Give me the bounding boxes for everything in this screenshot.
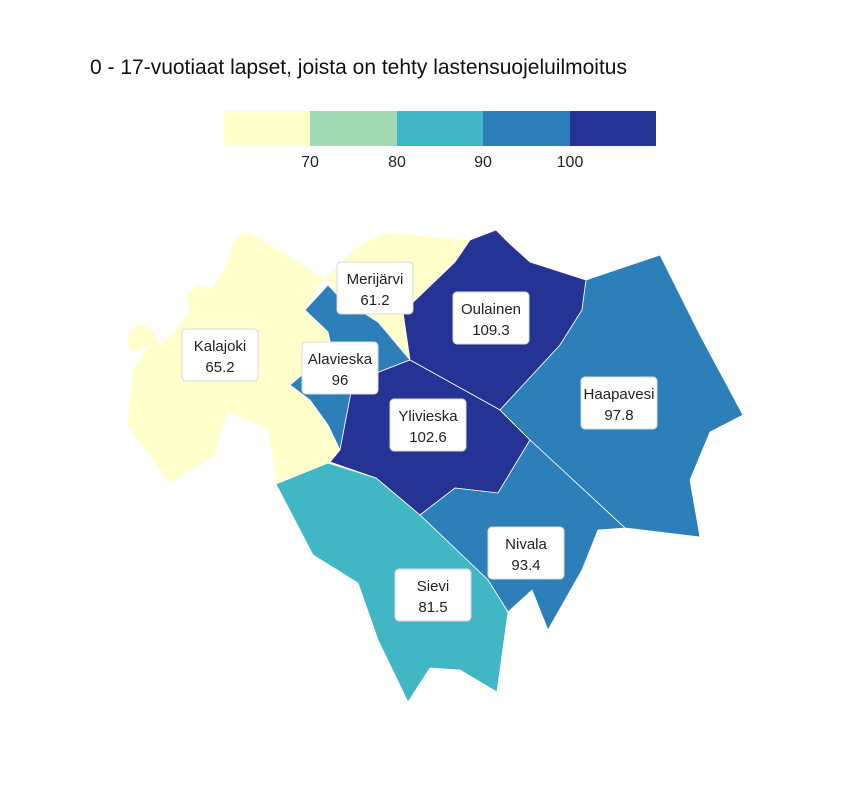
region-label-alavieska: Alavieska 96	[301, 341, 379, 395]
legend-swatch-2	[310, 111, 397, 146]
region-name: Haapavesi	[584, 386, 655, 403]
legend-tick-100: 100	[556, 154, 584, 171]
region-label-nivala: Nivala 93.4	[487, 526, 565, 580]
region-value: 109.3	[472, 322, 510, 339]
region-value: 81.5	[418, 599, 447, 616]
region-name: Alavieska	[308, 351, 373, 368]
legend-swatch-3	[396, 111, 484, 146]
region-label-ylivieska: Ylivieska 102.6	[389, 398, 467, 452]
region-value: 93.4	[511, 557, 540, 574]
region-name: Oulainen	[461, 301, 521, 318]
color-legend	[224, 111, 657, 146]
region-label-box	[487, 526, 565, 580]
region-label-box	[580, 376, 658, 430]
region-value: 61.2	[360, 292, 389, 309]
region-label-box	[181, 328, 259, 382]
region-label-sievi: Sievi 81.5	[394, 568, 472, 622]
legend-swatch-5	[569, 111, 657, 146]
region-value: 102.6	[409, 429, 447, 446]
region-name: Kalajoki	[194, 338, 247, 355]
region-name: Merijärvi	[347, 271, 404, 288]
region-label-box	[336, 261, 414, 315]
map-title: 0 - 17-vuotiaat lapset, joista on tehty …	[90, 56, 627, 79]
region-value: 97.8	[604, 407, 633, 424]
region-value: 96	[332, 372, 349, 389]
region-label-box	[301, 341, 379, 395]
region-label-box	[452, 291, 530, 345]
region-label-kalajoki: Kalajoki 65.2	[181, 328, 259, 382]
region-value: 65.2	[205, 359, 234, 376]
region-name: Nivala	[505, 536, 547, 553]
region-label-box	[389, 398, 467, 452]
legend-tick-70: 70	[301, 154, 319, 171]
legend-ticks: 70 80 90 100	[224, 154, 656, 174]
region-name: Ylivieska	[398, 408, 458, 425]
region-label-oulainen: Oulainen 109.3	[452, 291, 530, 345]
region-label-box	[394, 568, 472, 622]
region-label-merijarvi: Merijärvi 61.2	[336, 261, 414, 315]
legend-swatch-1	[224, 111, 311, 146]
legend-tick-80: 80	[388, 154, 406, 171]
legend-swatch-4	[483, 111, 570, 146]
legend-tick-90: 90	[474, 154, 492, 171]
region-sievi	[275, 462, 509, 703]
region-name: Sievi	[417, 578, 450, 595]
region-label-haapavesi: Haapavesi 97.8	[580, 376, 658, 430]
